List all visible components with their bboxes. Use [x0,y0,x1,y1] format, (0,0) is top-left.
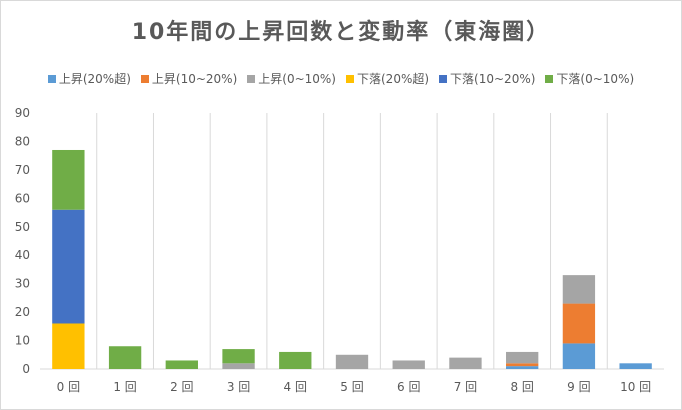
bar-segment [222,363,255,369]
y-tick-label: 80 [15,134,30,148]
y-tick-label: 50 [15,220,30,234]
legend-item: 上昇(20%超) [47,70,131,87]
y-tick-label: 0 [22,362,30,376]
bar-segment [506,366,539,369]
bar-segment [506,363,539,367]
legend-label: 下落(10~20%) [450,72,536,86]
legend-swatch [545,74,554,83]
bar-segment [52,323,85,369]
x-tick-label: 10 回 [620,380,651,394]
legend-item: 上昇(10~20%) [140,70,238,87]
legend-item: 下落(10~20%) [439,70,535,87]
bar-segment [449,357,482,369]
bar-segment [52,149,85,210]
legend-item: 上昇(0~10%) [247,70,336,87]
y-tick-label: 40 [15,248,30,262]
y-tick-label: 60 [15,191,30,205]
x-tick-label: 2 回 [170,380,193,394]
x-tick-label: 4 回 [284,380,307,394]
y-tick-label: 20 [15,305,30,319]
bar-segment [619,363,652,369]
y-tick-label: 90 [15,106,30,120]
bar-segment [279,351,312,369]
bar-segment [335,354,369,369]
chart-title: 10年間の上昇回数と変動率（東海圏） [131,20,551,45]
bar-segment [165,360,198,369]
legend-item: 下落(0~10%) [545,70,634,87]
legend-label: 下落(0~10%) [556,72,635,86]
x-tick-label: 1 回 [113,380,136,394]
x-tick-label: 3 回 [227,380,250,394]
x-tick-label: 9 回 [567,380,590,394]
x-tick-label: 5 回 [340,380,363,394]
legend-swatch [247,74,256,83]
bar-segment [52,209,85,324]
legend-swatch [346,74,354,83]
x-tick-label: 7 回 [454,380,477,394]
legend-label: 上昇(20%超) [58,72,131,86]
legend-swatch [140,74,149,83]
y-tick-label: 10 [15,334,30,348]
legend-swatch [47,74,56,83]
bar-segment [222,349,255,364]
bar-segment [562,303,596,344]
bar-segment [562,343,596,369]
legend-label: 下落(20%超) [357,72,430,86]
legend-label: 上昇(10~20%) [151,72,238,86]
x-tick-label: 0 回 [57,380,80,394]
x-tick-label: 8 回 [510,380,533,394]
bar-segment [108,346,142,369]
legend-item: 下落(20%超) [346,70,429,87]
bar-segment [562,275,596,304]
x-tick-label: 6 回 [397,380,420,394]
legend-swatch [439,74,448,83]
bar-segment [392,360,425,369]
chart-legend: 上昇(20%超) 上昇(10~20%) 上昇(0~10%) 下落(20%超) 下落(10… [0,70,682,87]
bar-segment [506,351,539,364]
legend-label: 上昇(0~10%) [258,72,336,86]
y-tick-label: 30 [15,277,30,291]
y-tick-label: 70 [15,163,30,177]
